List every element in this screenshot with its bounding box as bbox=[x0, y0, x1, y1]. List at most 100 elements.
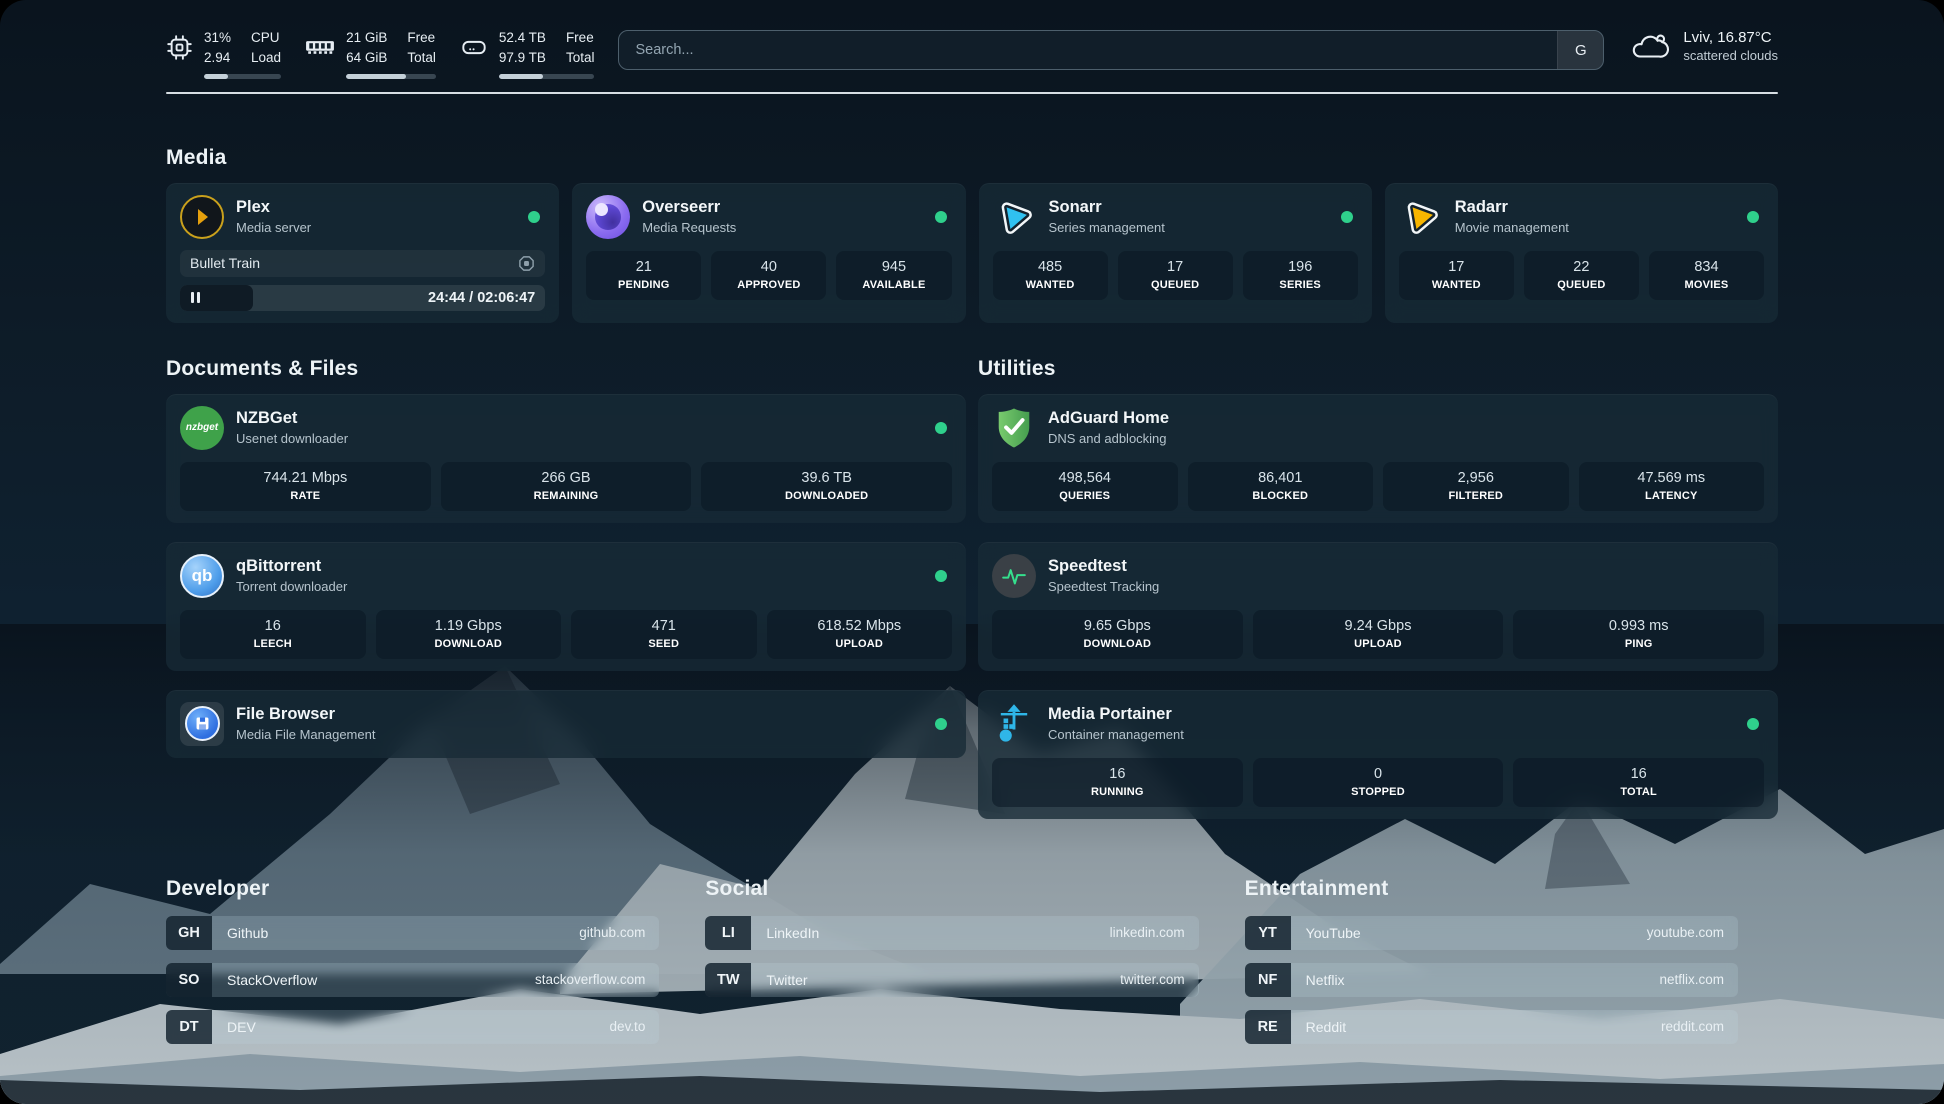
service-desc: Media server bbox=[236, 220, 312, 235]
link-url: reddit.com bbox=[1660, 1019, 1724, 1034]
status-dot bbox=[935, 421, 947, 434]
section-title-media: Media bbox=[166, 145, 227, 169]
stat-series: 196 SERIES bbox=[1242, 250, 1358, 300]
stat-running: 16 RUNNING bbox=[992, 757, 1243, 807]
disk-total-value: 97.9 TB bbox=[498, 50, 546, 66]
link-name: StackOverflow bbox=[227, 971, 318, 988]
weather-widget: Lviv, 16.87°C scattered clouds bbox=[1628, 29, 1778, 63]
stat-downloaded: 39.6 TB DOWNLOADED bbox=[701, 461, 952, 511]
link-linkedin[interactable]: LI LinkedIn linkedin.com bbox=[705, 915, 1199, 950]
stat-seed: 471 SEED bbox=[571, 609, 757, 659]
stat-total: 16 TOTAL bbox=[1513, 757, 1764, 807]
stat-queued: 17 QUEUED bbox=[1117, 250, 1233, 300]
section-title-developer: Developer bbox=[166, 876, 270, 900]
link-name: Twitter bbox=[766, 971, 808, 988]
sonarr-card[interactable]: Sonarr Series management 485 WANTED 17 QUE… bbox=[978, 182, 1372, 323]
link-url: youtube.com bbox=[1646, 925, 1724, 940]
radarr-card[interactable]: Radarr Movie management 17 WANTED 22 QUEUE… bbox=[1384, 182, 1778, 323]
cpu-load-value: 2.94 bbox=[204, 50, 231, 66]
qbittorrent-icon: qb bbox=[180, 553, 224, 598]
stat-pending: 21 PENDING bbox=[586, 250, 702, 300]
link-reddit[interactable]: RE Reddit reddit.com bbox=[1244, 1009, 1738, 1044]
stat-rate: 744.21 Mbps RATE bbox=[180, 461, 431, 511]
speedtest-card[interactable]: Speedtest Speedtest Tracking 9.65 Gbps DO… bbox=[978, 541, 1778, 671]
link-name: YouTube bbox=[1305, 924, 1361, 941]
link-github[interactable]: GH Github github.com bbox=[166, 915, 660, 950]
search-provider-button[interactable]: G bbox=[1557, 31, 1604, 69]
service-desc: Speedtest Tracking bbox=[1048, 579, 1160, 594]
playback-progressbar: 24:44 / 02:06:47 bbox=[180, 284, 546, 311]
memory-free-value: 21 GiB bbox=[346, 30, 388, 45]
portainer-card[interactable]: Media Portainer Container management 16 R… bbox=[978, 689, 1778, 819]
adguard-card[interactable]: AdGuard Home DNS and adblocking 498,564 Q… bbox=[978, 393, 1778, 523]
nzbget-card[interactable]: nzbget NZBGet Usenet downloader 744.21 M… bbox=[166, 393, 966, 523]
stat-download: 9.65 Gbps DOWNLOAD bbox=[992, 609, 1243, 659]
social-section: Social LI LinkedIn linkedin.com TW Twitt… bbox=[705, 877, 1199, 1044]
link-dev[interactable]: DT DEV dev.to bbox=[166, 1009, 660, 1044]
radarr-icon bbox=[1399, 195, 1443, 239]
memory-total-value: 64 GiB bbox=[346, 50, 388, 66]
link-abbr: TW bbox=[705, 962, 752, 997]
header-bar: 31% 2.94 CPU Load bbox=[166, 28, 1778, 79]
search-bar: G bbox=[618, 30, 1605, 70]
link-abbr: RE bbox=[1244, 1009, 1291, 1044]
stat-blocked: 86,401 BLOCKED bbox=[1187, 461, 1373, 511]
stat-wanted: 485 WANTED bbox=[992, 250, 1108, 300]
section-title-documents: Documents & Files bbox=[166, 356, 359, 380]
link-abbr: DT bbox=[166, 1009, 212, 1044]
weather-location-temp: Lviv, 16.87°C bbox=[1683, 29, 1772, 46]
qbittorrent-card[interactable]: qb qBittorrent Torrent downloader 16 LEEC… bbox=[166, 541, 966, 671]
stat-queued: 22 QUEUED bbox=[1523, 250, 1639, 300]
link-url: netflix.com bbox=[1659, 972, 1724, 987]
filebrowser-card[interactable]: File Browser Media File Management bbox=[166, 689, 966, 758]
stat-stopped: 0 STOPPED bbox=[1252, 757, 1504, 807]
plex-card[interactable]: Plex Media server Bullet Train bbox=[166, 182, 560, 323]
now-playing-title: Bullet Train bbox=[190, 255, 261, 271]
service-name: Radarr bbox=[1454, 198, 1508, 216]
status-dot bbox=[528, 210, 541, 223]
stat-wanted: 17 WANTED bbox=[1398, 250, 1514, 300]
disk-free-label: Free bbox=[565, 30, 594, 45]
link-abbr: GH bbox=[166, 915, 212, 950]
memory-stat: 21 GiB 64 GiB Free Total bbox=[305, 28, 436, 79]
stat-movies: 834 MOVIES bbox=[1648, 250, 1764, 300]
video-icon bbox=[519, 255, 535, 271]
service-desc: Series management bbox=[1048, 220, 1165, 235]
link-twitter[interactable]: TW Twitter twitter.com bbox=[705, 962, 1199, 997]
stat-ping: 0.993 ms PING bbox=[1513, 609, 1764, 659]
stat-queries: 498,564 QUERIES bbox=[992, 461, 1178, 511]
link-name: Netflix bbox=[1305, 971, 1345, 988]
link-url: linkedin.com bbox=[1109, 925, 1185, 940]
playback-time: 24:44 / 02:06:47 bbox=[428, 289, 536, 306]
filebrowser-icon bbox=[180, 701, 224, 746]
section-title-utilities: Utilities bbox=[978, 356, 1056, 380]
plex-icon bbox=[180, 194, 224, 239]
disk-stat: 52.4 TB 97.9 TB Free Total bbox=[460, 28, 595, 79]
service-name: Media Portainer bbox=[1048, 705, 1172, 723]
search-input[interactable] bbox=[619, 31, 1558, 69]
nzbget-icon: nzbget bbox=[180, 405, 224, 450]
system-stats: 31% 2.94 CPU Load bbox=[166, 28, 595, 79]
link-name: Github bbox=[227, 924, 269, 941]
link-name: DEV bbox=[227, 1018, 256, 1035]
sonarr-icon bbox=[993, 195, 1037, 239]
stat-upload: 618.52 Mbps UPLOAD bbox=[766, 609, 952, 659]
disk-progressbar bbox=[498, 73, 595, 79]
cpu-stat: 31% 2.94 CPU Load bbox=[166, 28, 282, 79]
developer-section: Developer GH Github github.com SO StackO… bbox=[166, 876, 660, 1044]
link-youtube[interactable]: YT YouTube youtube.com bbox=[1244, 915, 1738, 950]
link-abbr: NF bbox=[1244, 962, 1291, 997]
stat-filtered: 2,956 FILTERED bbox=[1383, 461, 1569, 511]
cloud-icon bbox=[1633, 34, 1670, 58]
link-abbr: SO bbox=[166, 962, 212, 997]
stat-remaining: 266 GB REMAINING bbox=[440, 461, 692, 511]
service-name: AdGuard Home bbox=[1048, 409, 1170, 427]
link-stackoverflow[interactable]: SO StackOverflow stackoverflow.com bbox=[166, 962, 660, 997]
status-dot bbox=[935, 569, 947, 582]
status-dot bbox=[935, 717, 947, 730]
overseerr-card[interactable]: Overseerr Media Requests 21 PENDING 40 APP… bbox=[572, 182, 966, 323]
overseerr-icon bbox=[586, 194, 631, 239]
now-playing-row: Bullet Train bbox=[180, 249, 546, 277]
service-name: qBittorrent bbox=[236, 557, 322, 575]
link-netflix[interactable]: NF Netflix netflix.com bbox=[1244, 962, 1738, 997]
